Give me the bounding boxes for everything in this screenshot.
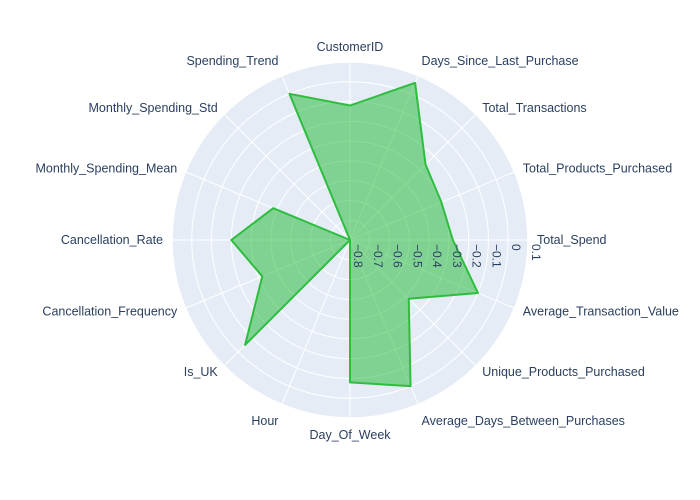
radial-tick-label: 0.1 xyxy=(529,244,543,261)
radial-tick-label: −0.7 xyxy=(371,244,385,268)
category-label: Cancellation_Rate xyxy=(61,233,163,247)
category-label: Total_Transactions xyxy=(482,101,586,115)
radial-tick-label: −0.3 xyxy=(450,244,464,268)
category-label: Is_UK xyxy=(184,365,219,379)
category-label: Hour xyxy=(251,414,278,428)
radial-tick-label: −0.1 xyxy=(489,244,503,268)
radial-tick-label: −0.5 xyxy=(410,244,424,268)
category-label: Monthly_Spending_Mean xyxy=(35,161,177,175)
grid-spoke xyxy=(223,113,351,241)
radial-tick-label: −0.4 xyxy=(430,244,444,268)
radial-tick-label: −0.8 xyxy=(351,244,365,268)
category-label: Average_Transaction_Value xyxy=(523,305,679,319)
radial-tick-label: −0.6 xyxy=(391,244,405,268)
category-label: Day_Of_Week xyxy=(309,428,391,442)
category-label: Days_Since_Last_Purchase xyxy=(422,54,579,68)
radial-tick-label: −0.2 xyxy=(470,244,484,268)
category-label: Cancellation_Frequency xyxy=(42,305,178,319)
category-label: Total_Products_Purchased xyxy=(523,161,672,175)
category-label: Monthly_Spending_Std xyxy=(89,101,218,115)
series-area xyxy=(230,81,479,388)
category-label: Total_Spend xyxy=(537,233,607,247)
category-label: CustomerID xyxy=(317,40,384,54)
category-label: Spending_Trend xyxy=(186,54,278,68)
category-labels: Total_Spend Total_Products_Purchased Total… xyxy=(35,40,678,442)
radial-tick-labels: 0.1 0 −0.1 −0.2 −0.3 −0.4 −0.5 −0.6 −0.7 −0.8 xyxy=(351,244,543,268)
grid-spoke xyxy=(281,239,351,405)
radial-tick-label: 0 xyxy=(509,244,523,251)
category-label: Average_Days_Between_Purchases xyxy=(422,414,625,428)
category-label: Unique_Products_Purchased xyxy=(482,365,645,379)
